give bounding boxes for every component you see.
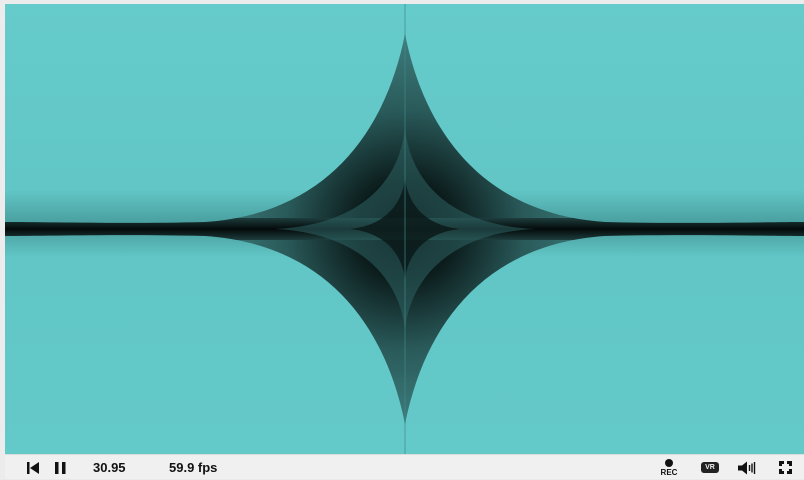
volume-icon [738, 461, 756, 474]
fullscreen-icon [778, 461, 792, 474]
pause-button[interactable] [52, 455, 68, 480]
rewind-button[interactable] [25, 455, 41, 480]
shader-render [5, 4, 804, 454]
time-readout: 30.95 [93, 460, 126, 475]
fullscreen-button[interactable] [776, 455, 794, 480]
volume-button[interactable] [737, 455, 757, 480]
record-label: REC [660, 468, 678, 477]
pause-icon [54, 461, 65, 474]
shader-canvas[interactable] [5, 4, 804, 454]
skip-to-start-icon [27, 461, 39, 474]
fps-readout: 59.9 fps [169, 460, 218, 475]
record-icon [665, 459, 673, 467]
vr-headset-icon: VR [701, 462, 719, 473]
record-button[interactable]: REC [657, 455, 681, 480]
player-controls-bar: 30.95 59.9 fps REC VR [5, 454, 804, 479]
vr-button[interactable]: VR [699, 455, 721, 480]
